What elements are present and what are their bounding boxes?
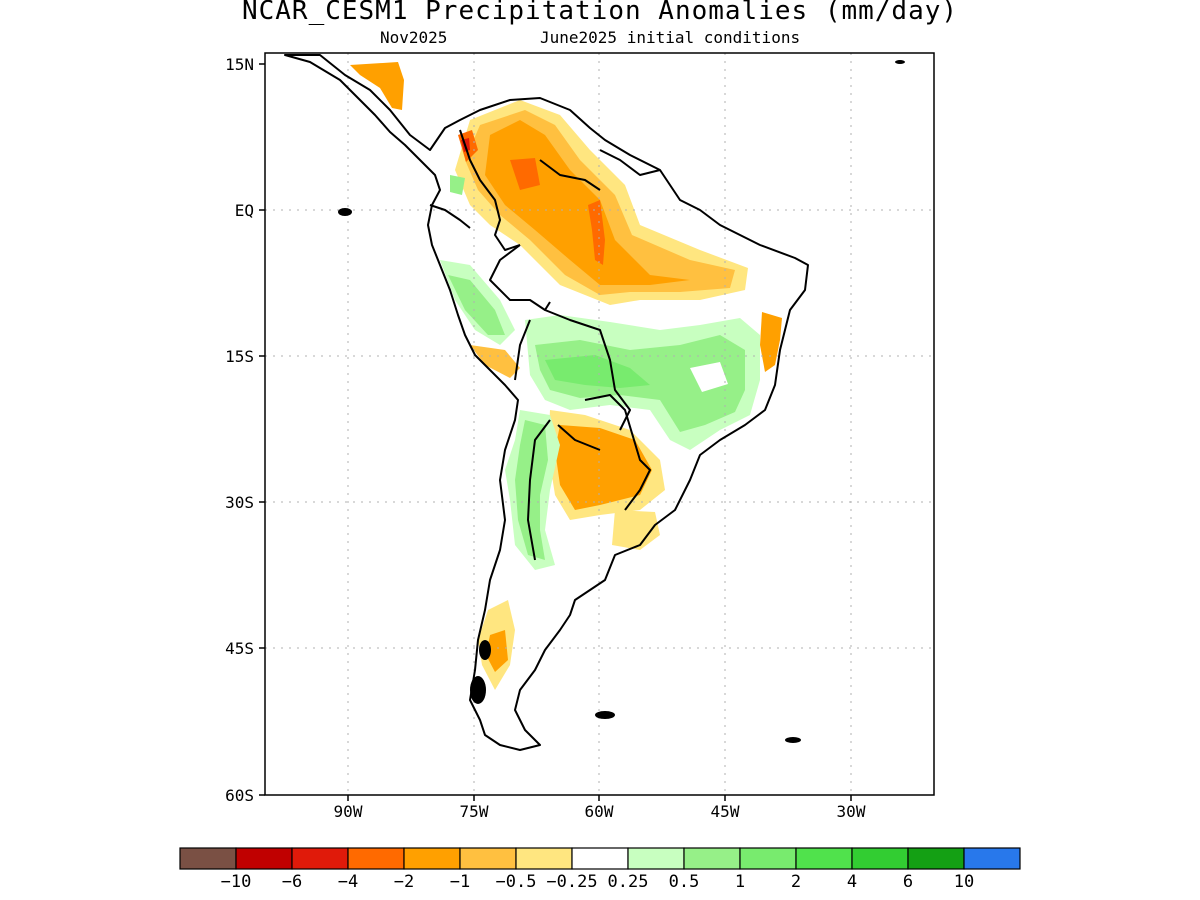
initial-conditions-label: June2025 initial conditions <box>540 28 801 47</box>
colorbar-swatch <box>235 847 293 870</box>
lon-label-45w: 45W <box>710 802 740 821</box>
colorbar-swatch <box>291 847 349 870</box>
colorbar-swatch <box>907 847 965 870</box>
colorbar-swatch <box>795 847 853 870</box>
colorbar-swatch <box>347 847 405 870</box>
colorbar-swatch <box>851 847 909 870</box>
anomaly-region <box>612 510 660 550</box>
anomaly-region <box>450 175 465 195</box>
lat-label-45s: 45S <box>225 639 254 658</box>
colorbar-swatch <box>963 847 1021 870</box>
map-title: NCAR_CESM1 Precipitation Anomalies (mm/d… <box>241 0 959 26</box>
anomaly-region <box>350 62 404 110</box>
lon-label-60w: 60W <box>584 802 614 821</box>
colorbar-label: −4 <box>337 872 359 892</box>
colorbar-label: 0.25 <box>607 872 649 892</box>
colorbar-swatch <box>515 847 573 870</box>
anomaly-region <box>555 425 652 510</box>
colorbar-swatch <box>627 847 685 870</box>
lat-label-15s: 15S <box>225 347 254 366</box>
colorbar-swatch <box>403 847 461 870</box>
colorbar-label: 1 <box>734 872 746 892</box>
colorbar-label: 4 <box>846 872 858 892</box>
colorbar-swatch <box>683 847 741 870</box>
lon-label-75w: 75W <box>459 802 489 821</box>
anomaly-region <box>760 312 782 372</box>
colorbar-label: −0.25 <box>546 872 598 892</box>
anomaly-region <box>515 420 548 560</box>
colorbar-label: 6 <box>902 872 914 892</box>
colorbar-label: −10 <box>220 872 252 892</box>
lat-label-30s: 30S <box>225 493 254 512</box>
colorbar-label: −1 <box>449 872 471 892</box>
lat-label-eq: EQ <box>234 201 254 220</box>
anomaly-region <box>690 362 728 392</box>
colorbar-label: −0.5 <box>495 872 537 892</box>
anomaly-region <box>510 158 540 190</box>
colorbar-label: 10 <box>953 872 975 892</box>
lon-label-90w: 90W <box>333 802 363 821</box>
colorbar-swatch <box>571 847 629 870</box>
colorbar-label: −2 <box>393 872 415 892</box>
forecast-month: Nov2025 <box>380 28 448 47</box>
colorbar-swatch <box>739 847 797 870</box>
colorbar <box>179 847 1021 870</box>
anomaly-region <box>545 355 650 388</box>
axis-ticks <box>259 63 852 801</box>
colorbar-label: 0.5 <box>668 872 700 892</box>
islands <box>338 60 905 743</box>
colorbar-swatch <box>459 847 517 870</box>
anomaly-region <box>448 275 505 335</box>
lat-label-60s: 60S <box>225 786 254 805</box>
colorbar-label: 2 <box>790 872 802 892</box>
colorbar-swatch <box>179 847 237 870</box>
lon-label-30w: 30W <box>836 802 866 821</box>
colorbar-label: −6 <box>281 872 303 892</box>
coastlines <box>284 54 809 751</box>
anomaly-region <box>470 345 520 378</box>
anomaly-region <box>486 630 508 672</box>
lat-label-15n: 15N <box>225 55 254 74</box>
anomaly-region <box>485 120 690 285</box>
anomaly-region <box>588 200 605 265</box>
anomaly-shading <box>350 62 782 690</box>
